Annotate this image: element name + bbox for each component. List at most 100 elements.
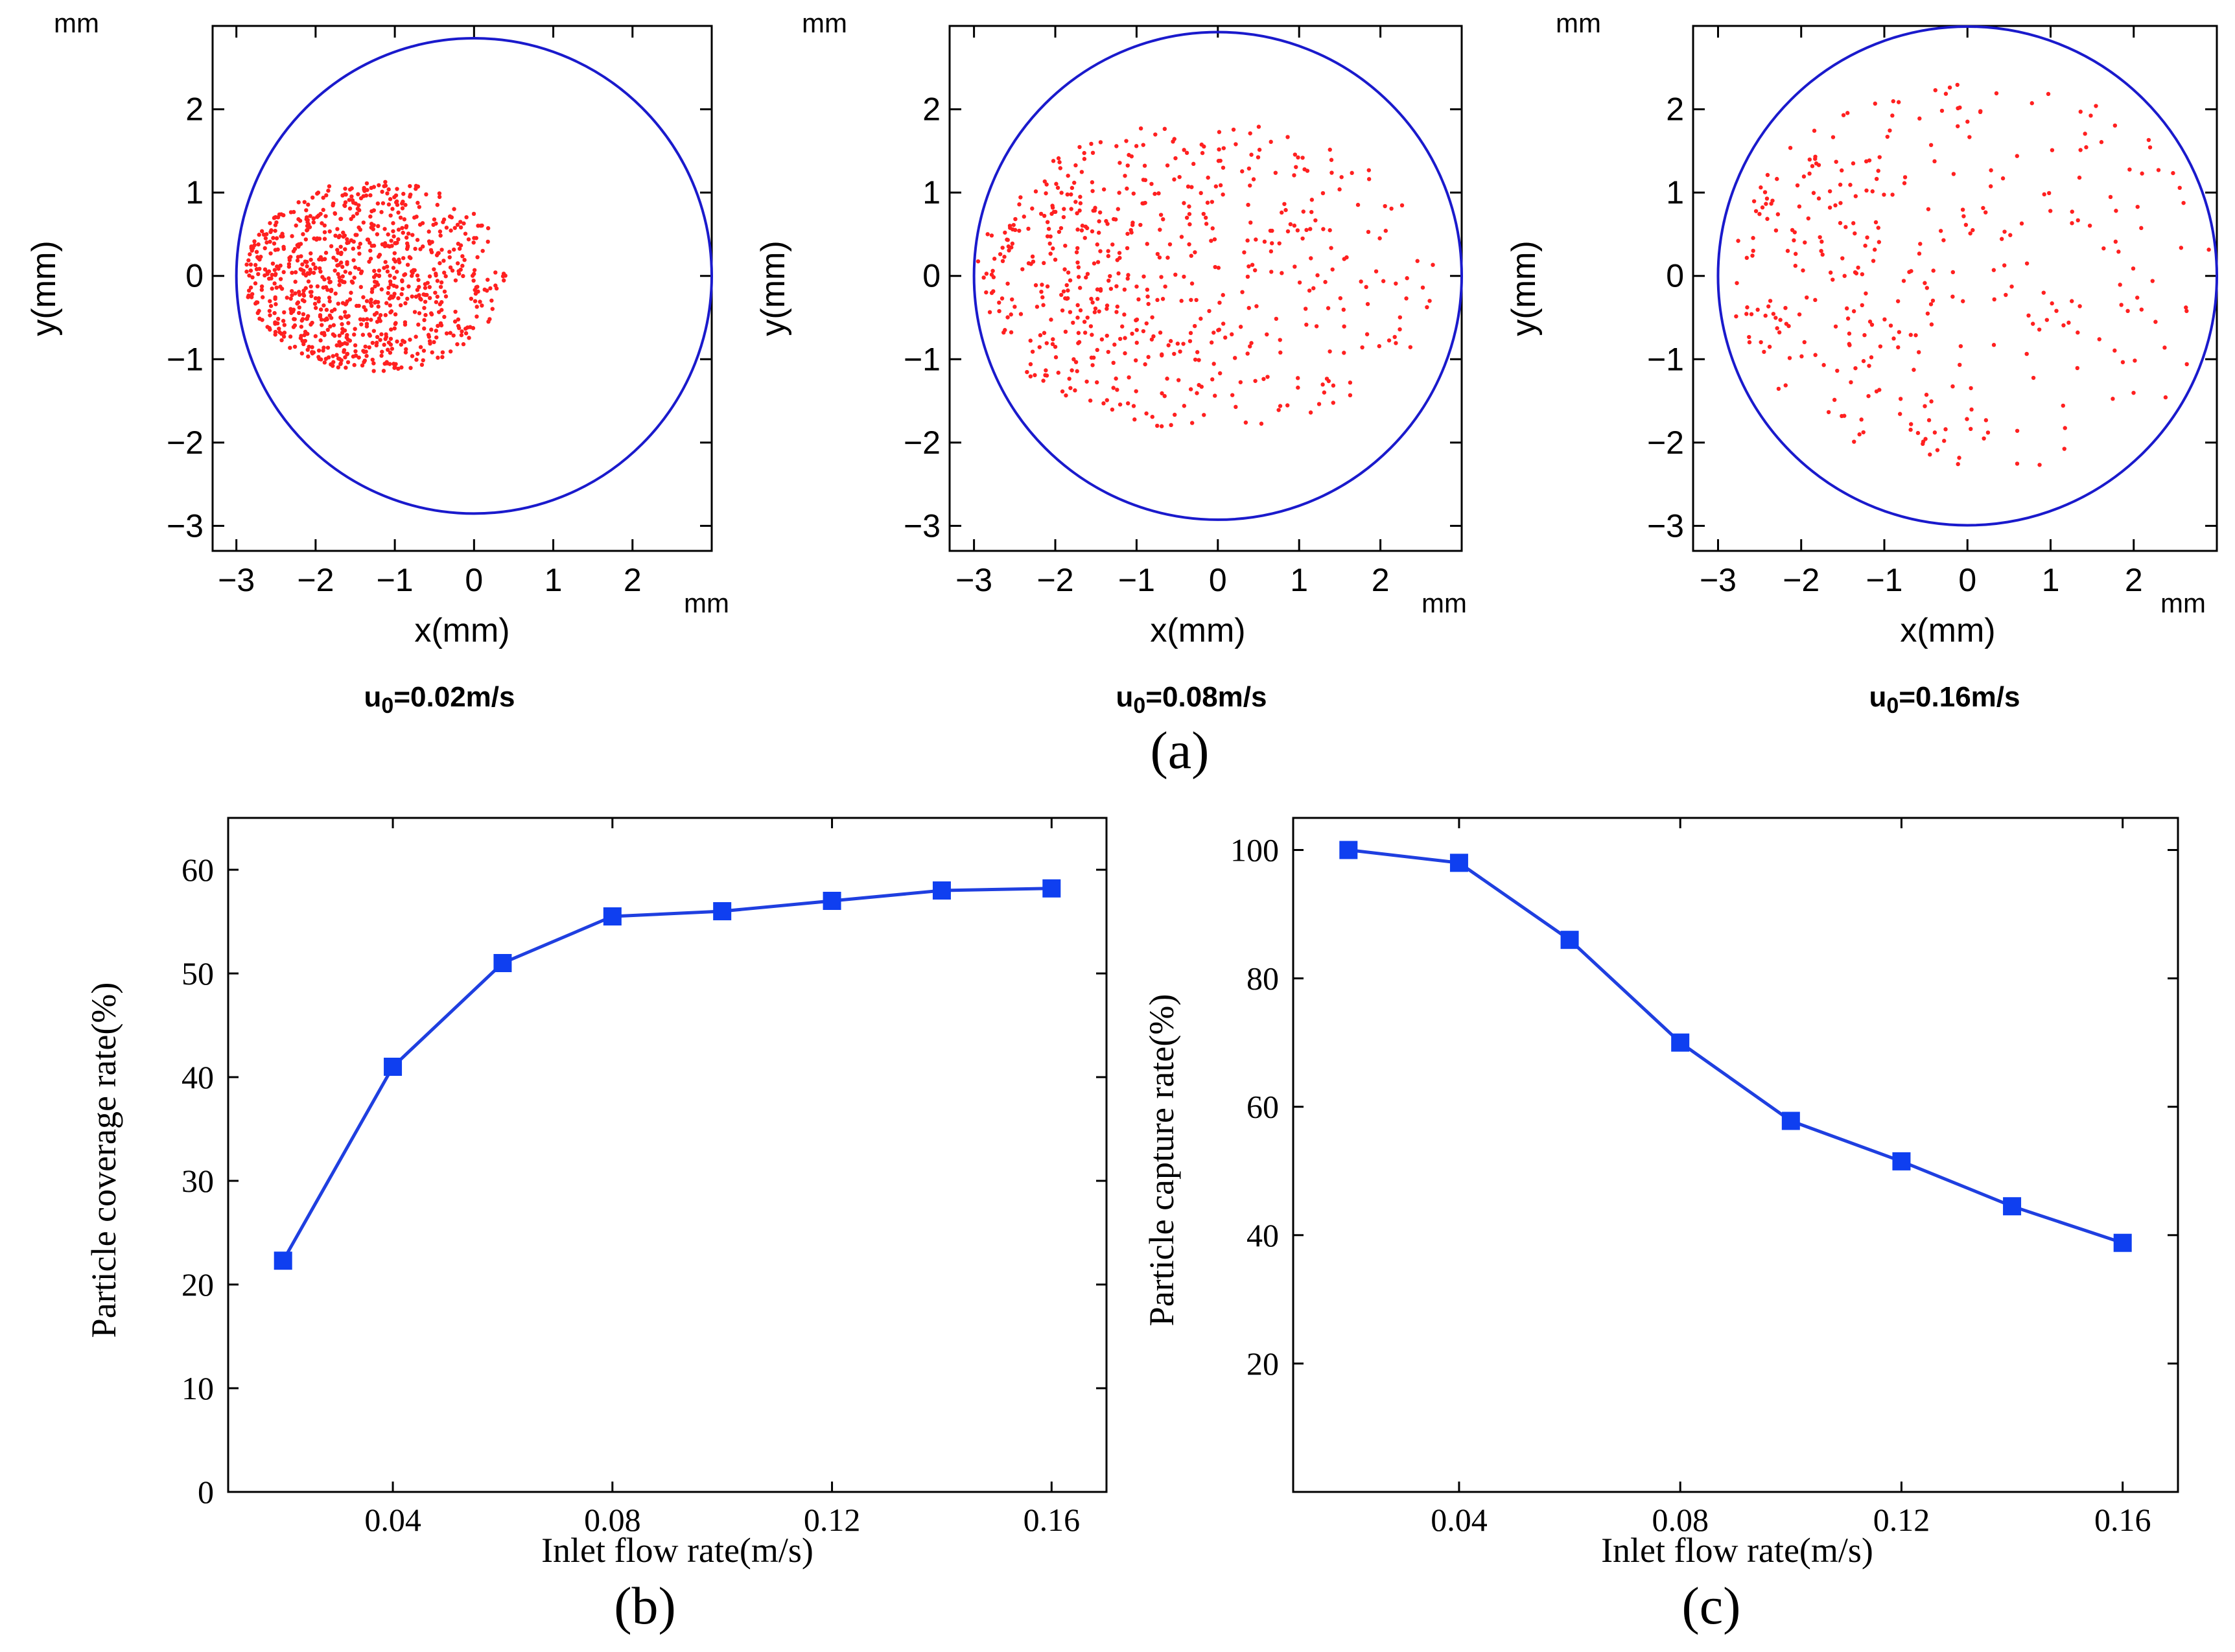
- particle-point: [1845, 316, 1851, 321]
- particle-point: [435, 279, 440, 283]
- particle-point: [2171, 170, 2175, 176]
- particle-point: [361, 295, 366, 299]
- particle-point: [1194, 297, 1199, 303]
- particle-point: [475, 255, 480, 260]
- particle-point: [1838, 220, 1843, 226]
- particle-point: [1075, 260, 1080, 265]
- particle-point: [1328, 228, 1332, 233]
- particle-point: [2184, 362, 2189, 367]
- particle-point: [1082, 150, 1086, 156]
- particle-point: [248, 252, 252, 257]
- y-tick-label: −2: [1647, 425, 1684, 461]
- particle-point: [1251, 177, 1256, 181]
- particle-point: [2031, 375, 2036, 380]
- particle-point: [1051, 159, 1056, 163]
- particle-point: [449, 228, 453, 233]
- particle-point: [443, 274, 448, 279]
- particle-point: [1377, 236, 1382, 240]
- particle-point: [1191, 161, 1196, 167]
- particle-point: [427, 274, 432, 279]
- unit-label-top: mm: [54, 8, 99, 38]
- particle-point: [1009, 330, 1014, 334]
- particle-point: [1820, 252, 1825, 257]
- particle-point: [421, 358, 425, 363]
- particle-point: [1234, 404, 1238, 410]
- particle-point: [1157, 255, 1162, 260]
- particle-point: [389, 238, 393, 243]
- particle-point: [309, 257, 313, 262]
- particle-point: [438, 285, 443, 289]
- particle-point: [344, 192, 348, 197]
- particle-point: [290, 293, 294, 297]
- particle-point: [1374, 269, 1379, 273]
- series-line: [281, 887, 1052, 1262]
- particle-point: [1106, 249, 1110, 253]
- particle-point: [343, 355, 347, 360]
- particle-point: [313, 296, 318, 301]
- particle-point: [388, 213, 393, 218]
- particle-point: [399, 342, 404, 347]
- particle-point: [334, 258, 339, 262]
- particle-point: [1771, 312, 1776, 316]
- particle-point: [1141, 143, 1145, 147]
- particle-point: [1869, 355, 1874, 360]
- plot-frame: [211, 25, 713, 552]
- particle-point: [310, 345, 314, 349]
- particle-point: [322, 331, 327, 335]
- particle-point: [455, 222, 460, 227]
- particle-point: [1807, 157, 1812, 162]
- particle-point: [1110, 407, 1115, 412]
- particle-point: [2111, 397, 2115, 401]
- particle-point: [453, 309, 458, 314]
- particle-point: [1231, 127, 1236, 132]
- particle-point: [401, 256, 406, 261]
- particle-point: [464, 215, 469, 220]
- particle-point: [1057, 229, 1062, 234]
- particle-point: [438, 229, 443, 234]
- particle-point: [427, 339, 432, 343]
- particle-point: [1181, 342, 1186, 346]
- particle-point: [351, 239, 356, 244]
- particle-point: [1958, 343, 1963, 349]
- particle-point: [1082, 235, 1087, 240]
- particle-point: [1132, 417, 1137, 422]
- particle-point: [343, 314, 347, 319]
- particle-point: [1187, 212, 1192, 216]
- particle-point: [1296, 385, 1300, 390]
- particle-point: [1915, 430, 1921, 436]
- particle-point: [1077, 208, 1082, 213]
- particle-point: [1217, 371, 1223, 376]
- particle-point: [281, 334, 287, 339]
- particle-point: [1097, 219, 1101, 224]
- particle-point: [388, 303, 393, 308]
- particle-point: [1009, 312, 1013, 317]
- particle-point: [417, 311, 422, 316]
- particle-point: [471, 278, 476, 283]
- particle-point: [301, 293, 307, 298]
- particle-point: [1404, 296, 1409, 301]
- particle-point: [1783, 383, 1788, 388]
- particle-point: [1065, 192, 1070, 197]
- particle-point: [1193, 357, 1198, 362]
- y-tick-label: −2: [904, 425, 941, 461]
- particle-point: [1431, 262, 1435, 267]
- particle-point: [268, 327, 272, 332]
- particle-point: [1877, 388, 1882, 392]
- particle-point: [1012, 305, 1017, 309]
- particle-point: [1209, 340, 1214, 345]
- particle-point: [1030, 206, 1035, 211]
- particle-point: [466, 237, 471, 242]
- particle-point: [395, 270, 399, 274]
- particle-point: [377, 268, 382, 273]
- particle-point: [259, 287, 264, 292]
- particle-point: [1089, 141, 1094, 146]
- particle-point: [1324, 377, 1329, 381]
- particle-point: [308, 290, 313, 294]
- particle-point: [1882, 192, 1886, 197]
- particle-point: [1768, 299, 1773, 303]
- particle-point: [336, 235, 341, 240]
- particle-point: [2184, 308, 2189, 314]
